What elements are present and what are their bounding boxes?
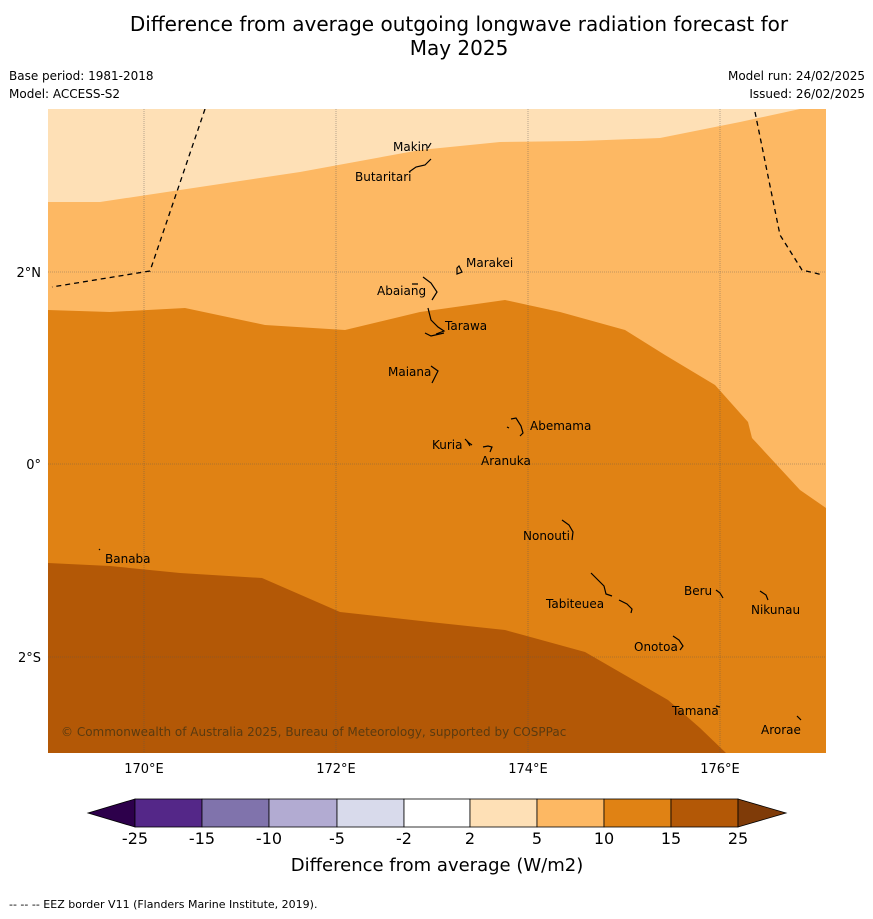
colorbar-segment-2	[201, 798, 270, 828]
model-name: Model: ACCESS-S2	[9, 87, 121, 101]
label-kuria: Kuria	[432, 438, 463, 452]
island-abemama	[506, 417, 524, 437]
label-tabiteuea: Tabiteuea	[545, 597, 604, 611]
island-aranuka	[482, 445, 493, 453]
label-beru: Beru	[684, 584, 712, 598]
label-abemama: Abemama	[530, 419, 591, 433]
place-labels: Makin Butaritari Marakei Abaiang Tarawa …	[105, 140, 801, 737]
lat-label-2n: 2°N	[17, 266, 42, 281]
colorbar-segment-6	[469, 798, 538, 828]
lon-label-170: 170°E	[124, 762, 164, 777]
colorbar-segment-3	[268, 798, 338, 828]
colorbar-segment-5	[403, 798, 471, 828]
colorbar-segment-1	[134, 798, 203, 828]
colorbar-segment-7	[536, 798, 605, 828]
colorbar-tick: -15	[189, 829, 215, 848]
label-makin: Makin	[393, 140, 429, 154]
label-aranuka: Aranuka	[481, 454, 531, 468]
island-abaiang	[412, 276, 438, 301]
colorbar-segment-8	[603, 798, 672, 828]
lon-label-172: 172°E	[316, 762, 356, 777]
island-butaritari	[408, 158, 432, 173]
label-tamana: Tamana	[671, 704, 719, 718]
colorbar-tick: -2	[396, 829, 412, 848]
label-tarawa: Tarawa	[444, 319, 487, 333]
lon-label-174: 174°E	[508, 762, 548, 777]
island-kuria	[464, 438, 473, 447]
island-beru	[715, 589, 724, 599]
islands	[98, 142, 802, 721]
eez-border-west	[51, 109, 206, 288]
island-banaba	[98, 548, 101, 551]
colorbar-tick: -10	[256, 829, 282, 848]
colorbar-label: Difference from average (W/m2)	[291, 855, 583, 876]
island-nonouti	[561, 519, 574, 541]
colorbar-tick: -5	[329, 829, 345, 848]
title-line-2: May 2025	[409, 36, 509, 60]
colorbar-tick: 10	[594, 829, 614, 848]
label-marakei: Marakei	[466, 256, 513, 270]
copyright-notice: © Commonwealth of Australia 2025, Bureau…	[61, 725, 566, 739]
island-onotoa	[672, 635, 684, 651]
colorbar-segment-9	[670, 798, 739, 828]
label-maiana: Maiana	[388, 365, 431, 379]
metadata-right: Model run: 24/02/2025 Issued: 26/02/2025	[728, 67, 865, 103]
band-15-to-25	[48, 563, 726, 753]
lon-label-176: 176°E	[700, 762, 740, 777]
colorbar-tick: 2	[465, 829, 475, 848]
eez-border-east	[754, 111, 824, 276]
colorbar-tick: 5	[532, 829, 542, 848]
island-tamana	[715, 705, 721, 708]
footnote: -- -- -- EEZ border V11 (Flanders Marine…	[9, 898, 318, 911]
colorbar-tick: 15	[661, 829, 681, 848]
colorbar	[86, 798, 788, 828]
label-nikunau: Nikunau	[751, 603, 800, 617]
colorbar-segment-4	[336, 798, 405, 828]
island-marakei	[456, 264, 463, 275]
lat-label-2s: 2°S	[18, 651, 41, 666]
island-maiana	[430, 365, 439, 384]
label-arorae: Arorae	[761, 723, 801, 737]
colorbar-over-extension	[737, 798, 788, 828]
island-tarawa	[424, 307, 446, 337]
title-line-1: Difference from average outgoing longwav…	[129, 12, 789, 36]
base-period: Base period: 1981-2018	[9, 69, 154, 83]
colorbar-ticks: -25 -15 -10 -5 -2 2 5 10 15 25	[122, 829, 748, 848]
gridlines	[48, 109, 826, 753]
chart-title: Difference from average outgoing longwav…	[0, 12, 873, 60]
metadata-left: Base period: 1981-2018 Model: ACCESS-S2	[9, 67, 154, 103]
map-panel: Makin Butaritari Marakei Abaiang Tarawa …	[48, 109, 826, 753]
model-run: Model run: 24/02/2025	[727, 69, 865, 83]
label-butaritari: Butaritari	[355, 170, 412, 184]
lat-label-0: 0°	[26, 458, 41, 473]
colorbar-tick: -25	[122, 829, 148, 848]
island-nikunau	[759, 590, 769, 601]
label-abaiang: Abaiang	[377, 284, 426, 298]
island-tabiteuea	[590, 572, 633, 614]
colorbar-under-extension	[86, 798, 136, 828]
island-makin	[427, 142, 432, 149]
island-arorae	[796, 715, 802, 721]
colorbar-tick: 25	[728, 829, 748, 848]
label-onotoa: Onotoa	[634, 640, 678, 654]
issued-date: Issued: 26/02/2025	[749, 87, 865, 101]
label-nonouti: Nonouti	[523, 529, 570, 543]
label-banaba: Banaba	[105, 552, 151, 566]
